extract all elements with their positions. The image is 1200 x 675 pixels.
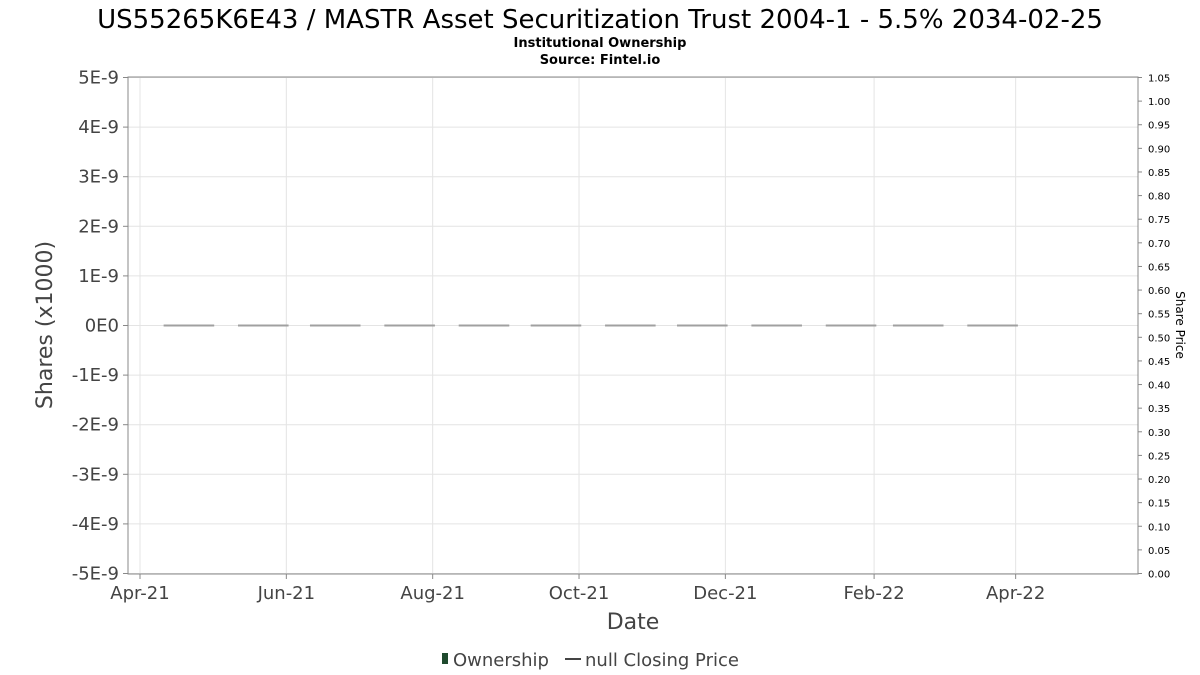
y-tick-label: 4E-9	[78, 117, 119, 138]
y2-tick-label: 1.00	[1148, 97, 1170, 108]
chart-subtitle: Institutional Ownership	[514, 36, 687, 51]
y-axis-label: Shares (x1000)	[33, 241, 58, 409]
y-tick-label: -4E-9	[72, 514, 119, 535]
y2-tick-label: 0.65	[1148, 262, 1170, 273]
y2-tick-label: 0.50	[1148, 333, 1170, 344]
y-tick-label: -2E-9	[72, 415, 119, 436]
y2-tick-label: 0.60	[1148, 286, 1170, 297]
legend-price-label: null Closing Price	[585, 650, 739, 671]
y2-tick-label: 0.20	[1148, 475, 1170, 486]
y2-tick-label: 0.95	[1148, 121, 1170, 132]
y2-tick-label: 0.45	[1148, 357, 1170, 368]
y-tick-label: -5E-9	[72, 564, 119, 585]
y2-tick-label: 0.00	[1148, 570, 1170, 581]
y2-tick-label: 0.15	[1148, 499, 1170, 510]
y-tick-label: 0E0	[85, 316, 119, 337]
chart-source: Source: Fintel.io	[540, 53, 661, 68]
y-tick-label: 5E-9	[78, 68, 119, 89]
y2-tick-label: 0.80	[1148, 192, 1170, 203]
chart-title: US55265K6E43 / MASTR Asset Securitizatio…	[97, 5, 1103, 35]
y-tick-label: 3E-9	[78, 167, 119, 188]
y-tick-label: -1E-9	[72, 365, 119, 386]
y2-tick-label: 0.25	[1148, 451, 1170, 462]
y2-tick-label: 0.70	[1148, 239, 1170, 250]
x-tick-label: Dec-21	[693, 583, 757, 604]
y2-tick-label: 0.40	[1148, 381, 1170, 392]
y2-tick-label: 1.05	[1148, 74, 1170, 85]
y2-tick-label: 0.85	[1148, 168, 1170, 179]
y-tick-label: 1E-9	[78, 266, 119, 287]
x-tick-label: Feb-22	[843, 583, 904, 604]
x-tick-label: Oct-21	[549, 583, 610, 604]
y2-tick-label: 0.30	[1148, 428, 1170, 439]
legend: Ownership null Closing Price	[442, 650, 739, 671]
y2-tick-label: 0.35	[1148, 404, 1170, 415]
x-axis-label: Date	[607, 610, 660, 635]
x-tick-label: Aug-21	[400, 583, 465, 604]
y2-tick-label: 0.75	[1148, 215, 1170, 226]
y2-tick-label: 0.10	[1148, 522, 1170, 533]
y2-axis-label: Share Price	[1173, 291, 1187, 359]
x-axis: Apr-21 Jun-21 Aug-21 Oct-21 Dec-21 Feb-22 Apr-…	[110, 574, 1045, 604]
x-tick-label: Apr-22	[986, 583, 1045, 604]
right-y-axis: 1.05 1.00 0.95 0.90 0.85 0.80 0.75 0.70 0.65 0.60…	[1138, 74, 1170, 581]
left-y-axis: 5E-9 4E-9 3E-9 2E-9 1E-9 0E0 -1E-9 -2E-9 -3E-9 -4…	[72, 68, 128, 585]
legend-ownership-swatch	[442, 653, 448, 664]
y-tick-label: 2E-9	[78, 216, 119, 237]
x-tick-label: Apr-21	[110, 583, 169, 604]
x-tick-label: Jun-21	[257, 583, 316, 604]
y2-tick-label: 0.05	[1148, 546, 1170, 557]
legend-ownership-label: Ownership	[453, 650, 549, 671]
y-tick-label: -3E-9	[72, 464, 119, 485]
y2-tick-label: 0.55	[1148, 310, 1170, 321]
y2-tick-label: 0.90	[1148, 144, 1170, 155]
